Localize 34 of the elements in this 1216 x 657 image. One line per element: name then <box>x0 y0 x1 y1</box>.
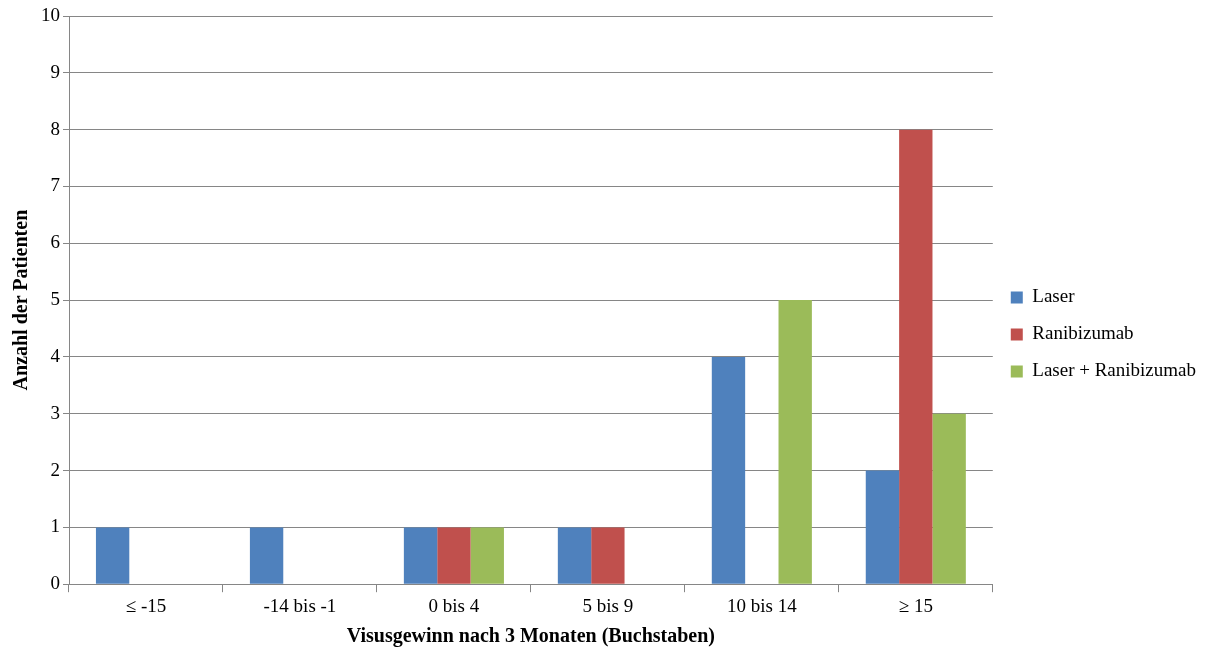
bar <box>865 470 900 584</box>
y-tick-label: 3 <box>50 401 60 423</box>
bar <box>249 527 284 584</box>
x-tick-label: ≥ 15 <box>898 594 933 616</box>
bar <box>899 129 933 584</box>
bar <box>95 527 130 584</box>
bar <box>778 300 812 584</box>
y-tick-label: 1 <box>50 515 60 537</box>
legend-label: Laser <box>1032 285 1076 307</box>
x-axis-title: Visusgewinn nach 3 Monaten (Buchstaben) <box>346 624 715 648</box>
y-tick-label: 7 <box>50 174 60 196</box>
x-tick-label: 5 bis 9 <box>582 594 634 616</box>
bar <box>403 527 438 584</box>
x-tick-label: ≤ -15 <box>125 594 167 616</box>
y-tick-label: 10 <box>41 3 60 25</box>
x-tick-label: -14 bis -1 <box>263 594 337 616</box>
legend-label: Ranibizumab <box>1032 322 1134 344</box>
y-tick-label: 6 <box>50 231 60 253</box>
y-tick-label: 4 <box>50 344 61 366</box>
y-tick-label: 2 <box>50 458 60 480</box>
y-axis-title: Anzahl der Patienten <box>9 209 32 391</box>
y-tick-label: 8 <box>50 117 60 139</box>
bar <box>557 527 592 584</box>
bar <box>470 527 504 584</box>
bar <box>711 356 746 584</box>
bar <box>591 527 625 584</box>
y-tick-label: 0 <box>50 572 60 594</box>
y-tick-label: 5 <box>50 288 60 310</box>
x-tick-label: 10 bis 14 <box>726 594 798 616</box>
x-tick-label: 0 bis 4 <box>428 594 480 616</box>
bar <box>437 527 471 584</box>
y-tick-label: 9 <box>50 60 60 82</box>
bar <box>932 413 966 584</box>
legend-label: Laser + Ranibizumab <box>1032 359 1196 381</box>
